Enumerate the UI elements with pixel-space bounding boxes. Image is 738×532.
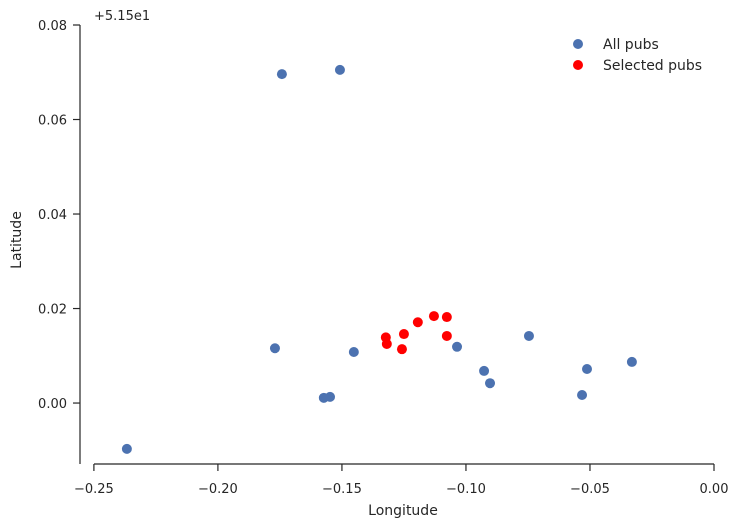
point-all-pubs <box>452 341 463 352</box>
legend-marker-selected-pubs <box>573 60 583 70</box>
point-all-pubs <box>276 69 287 80</box>
x-tick-label: −0.15 <box>322 482 362 497</box>
y-axis-label: Latitude <box>9 211 25 269</box>
x-tick-label: −0.10 <box>446 482 486 497</box>
point-all-pubs <box>577 390 588 401</box>
point-selected-pubs <box>381 338 392 349</box>
point-all-pubs <box>479 365 490 376</box>
point-all-pubs <box>334 64 345 75</box>
legend: All pubs Selected pubs <box>573 37 702 74</box>
x-ticks: −0.25 −0.20 −0.15 −0.10 −0.05 0.00 <box>74 464 729 497</box>
point-selected-pubs <box>441 330 452 341</box>
y-ticks: 0.00 0.02 0.04 0.06 0.08 <box>38 19 80 412</box>
point-all-pubs <box>485 378 496 389</box>
data-points <box>121 64 637 454</box>
legend-marker-all-pubs <box>573 39 583 49</box>
y-tick-label: 0.08 <box>38 19 67 34</box>
point-all-pubs <box>121 443 132 454</box>
point-all-pubs <box>626 356 637 367</box>
point-all-pubs <box>325 391 336 402</box>
legend-label-selected-pubs: Selected pubs <box>603 58 702 74</box>
y-offset-text: +5.15e1 <box>94 9 150 24</box>
point-selected-pubs <box>412 317 423 328</box>
point-selected-pubs <box>441 312 452 323</box>
point-all-pubs <box>582 364 593 375</box>
point-all-pubs <box>348 347 359 358</box>
point-selected-pubs <box>398 329 409 340</box>
x-tick-label: −0.25 <box>74 482 114 497</box>
y-tick-label: 0.00 <box>38 397 67 412</box>
x-tick-label: −0.05 <box>570 482 610 497</box>
point-all-pubs <box>269 343 280 354</box>
x-tick-label: 0.00 <box>700 482 729 497</box>
y-tick-label: 0.02 <box>38 303 67 318</box>
point-selected-pubs <box>396 344 407 355</box>
y-tick-label: 0.06 <box>38 114 67 129</box>
x-axis-label: Longitude <box>368 503 438 519</box>
x-tick-label: −0.20 <box>198 482 238 497</box>
y-tick-label: 0.04 <box>38 208 67 223</box>
point-selected-pubs <box>428 311 439 322</box>
legend-label-all-pubs: All pubs <box>603 37 659 53</box>
point-all-pubs <box>523 330 534 341</box>
